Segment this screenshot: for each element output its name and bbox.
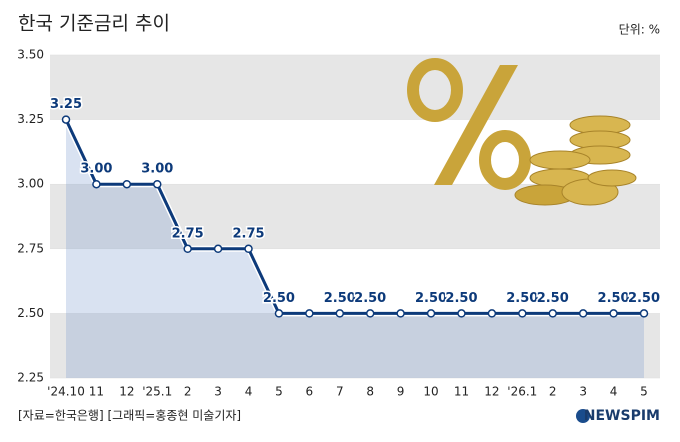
point [92, 179, 101, 189]
point [274, 309, 284, 318]
x-tick-label: 2 [549, 385, 557, 399]
chart-title: 한국 기준금리 추이 [18, 13, 170, 35]
y-tick-label: 3.25 [17, 112, 44, 126]
x-tick-label: 4 [245, 385, 253, 399]
point [183, 244, 192, 254]
unit-label: 단위: % [619, 23, 660, 37]
value-label: 2.50 [628, 291, 660, 306]
x-tick-label: 2 [184, 385, 192, 399]
value-label: 3.25 [50, 97, 82, 112]
x-tick-label: '26.1 [507, 385, 537, 399]
point [518, 309, 527, 318]
point [305, 309, 314, 318]
x-tick-label: 7 [336, 385, 344, 399]
x-tick-label: 3 [214, 385, 222, 399]
point [487, 309, 497, 318]
x-tick-label: 5 [640, 385, 648, 399]
value-label: 2.75 [172, 226, 204, 241]
grid-band [50, 55, 660, 120]
point [153, 179, 162, 189]
x-tick-label: 9 [397, 385, 405, 399]
point [426, 309, 436, 318]
x-tick-label: '24.10 [47, 385, 85, 399]
x-tick-label: 11 [454, 385, 469, 399]
grid-band [50, 313, 660, 378]
x-tick-label: 3 [579, 385, 587, 399]
value-label: 2.75 [232, 226, 264, 241]
y-tick-label: 3.50 [17, 48, 44, 62]
logo-icon [576, 409, 590, 423]
value-label: 2.50 [354, 291, 386, 306]
point [609, 309, 618, 318]
value-label: 2.50 [445, 291, 477, 306]
point [365, 309, 375, 318]
point [122, 179, 132, 189]
x-tick-label: 5 [275, 385, 283, 399]
decoration [407, 58, 637, 206]
value-label: 2.50 [506, 291, 538, 306]
y-tick-label: 3.00 [17, 177, 44, 191]
value-label: 2.50 [324, 291, 356, 306]
point [548, 309, 557, 318]
value-label: 3.00 [141, 162, 173, 177]
point [213, 244, 223, 254]
grid-band [50, 248, 660, 314]
point [639, 309, 649, 318]
x-tick-label: '25.1 [142, 385, 172, 399]
logo: NEWSPIM [584, 408, 660, 424]
x-tick-label: 4 [610, 385, 618, 399]
x-tick-label: 10 [423, 385, 438, 399]
y-tick-label: 2.75 [17, 241, 44, 255]
y-tick-label: 2.50 [17, 306, 44, 320]
point [61, 115, 71, 124]
value-label: 2.50 [263, 291, 295, 306]
source-note: [자료=한국은행] [그래픽=홍종현 미술기자] [18, 408, 241, 423]
line [64, 118, 644, 315]
point [335, 309, 345, 318]
x-tick-label: 12 [484, 385, 499, 399]
value-label: 2.50 [537, 291, 569, 306]
x-tick-label: 6 [306, 385, 314, 399]
value-label: 3.00 [80, 162, 112, 177]
x-tick-label: 11 [89, 385, 104, 399]
value-label: 2.50 [598, 291, 630, 306]
x-tick-label: 8 [366, 385, 374, 399]
point [244, 244, 253, 254]
point [457, 309, 466, 318]
x-tick-label: 12 [119, 385, 134, 399]
value-label: 2.50 [415, 291, 447, 306]
point [396, 309, 405, 318]
point [578, 309, 588, 318]
y-tick-label: 2.25 [17, 371, 44, 385]
